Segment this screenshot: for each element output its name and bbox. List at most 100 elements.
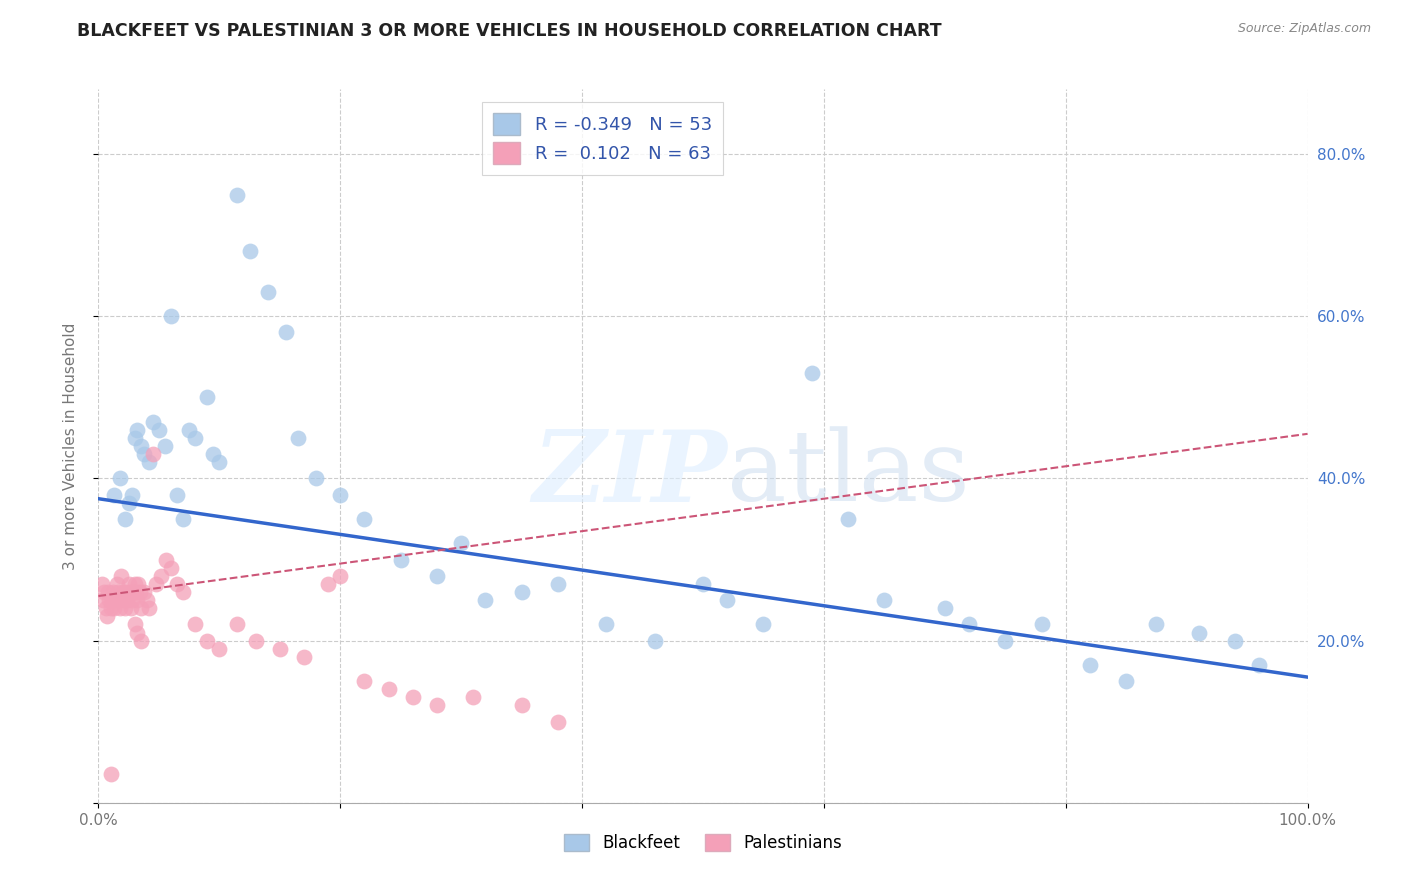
Point: [172, 512, 194, 526]
Point: [202, 447, 225, 461]
Point: [329, 488, 352, 502]
Point: [692, 577, 714, 591]
Point: [353, 512, 375, 526]
Point: [873, 593, 896, 607]
Point: [150, 568, 173, 582]
Point: [121, 488, 143, 502]
Point: [118, 577, 141, 591]
Point: [153, 439, 176, 453]
Point: [474, 593, 496, 607]
Point: [377, 682, 399, 697]
Text: ZIP: ZIP: [533, 426, 727, 523]
Point: [94, 601, 117, 615]
Point: [994, 633, 1017, 648]
Point: [547, 577, 569, 591]
Point: [134, 447, 156, 461]
Point: [114, 601, 136, 615]
Point: [256, 285, 278, 299]
Point: [115, 585, 138, 599]
Point: [128, 585, 150, 599]
Point: [117, 593, 139, 607]
Point: [118, 496, 141, 510]
Point: [104, 593, 127, 607]
Point: [108, 471, 131, 485]
Legend: Blackfeet, Palestinians: Blackfeet, Palestinians: [557, 827, 849, 859]
Point: [166, 577, 188, 591]
Point: [101, 585, 124, 599]
Point: [124, 431, 146, 445]
Point: [138, 455, 160, 469]
Point: [402, 690, 425, 705]
Point: [121, 593, 143, 607]
Point: [97, 585, 120, 599]
Point: [226, 187, 249, 202]
Point: [127, 625, 149, 640]
Point: [245, 633, 267, 648]
Point: [129, 601, 152, 615]
Point: [716, 593, 738, 607]
Point: [160, 310, 183, 324]
Point: [195, 633, 218, 648]
Point: [208, 455, 231, 469]
Point: [752, 617, 775, 632]
Point: [1115, 674, 1137, 689]
Point: [145, 577, 167, 591]
Point: [426, 568, 449, 582]
Point: [644, 633, 666, 648]
Point: [142, 447, 165, 461]
Point: [1223, 633, 1246, 648]
Point: [184, 431, 207, 445]
Point: [138, 601, 160, 615]
Point: [184, 617, 207, 632]
Text: atlas: atlas: [727, 426, 970, 523]
Point: [108, 601, 131, 615]
Point: [96, 609, 118, 624]
Point: [160, 560, 183, 574]
Point: [179, 423, 201, 437]
Point: [208, 641, 231, 656]
Point: [127, 593, 149, 607]
Point: [292, 649, 315, 664]
Text: BLACKFEET VS PALESTINIAN 3 OR MORE VEHICLES IN HOUSEHOLD CORRELATION CHART: BLACKFEET VS PALESTINIAN 3 OR MORE VEHIC…: [77, 22, 942, 40]
Point: [135, 593, 157, 607]
Point: [1249, 657, 1271, 672]
Point: [107, 585, 129, 599]
Point: [148, 423, 170, 437]
Point: [110, 568, 132, 582]
Text: Source: ZipAtlas.com: Source: ZipAtlas.com: [1237, 22, 1371, 36]
Point: [125, 585, 148, 599]
Point: [122, 585, 145, 599]
Point: [510, 698, 533, 713]
Point: [112, 593, 135, 607]
Point: [103, 488, 125, 502]
Point: [134, 585, 156, 599]
Point: [124, 577, 146, 591]
Point: [195, 390, 218, 404]
Point: [142, 415, 165, 429]
Point: [98, 593, 121, 607]
Point: [957, 617, 980, 632]
Point: [316, 577, 339, 591]
Point: [172, 585, 194, 599]
Point: [305, 471, 328, 485]
Point: [1146, 617, 1168, 632]
Point: [450, 536, 472, 550]
Point: [100, 767, 122, 781]
Point: [1078, 657, 1101, 672]
Point: [800, 366, 823, 380]
Point: [166, 488, 188, 502]
Point: [91, 577, 114, 591]
Point: [114, 512, 136, 526]
Point: [100, 601, 122, 615]
Point: [127, 577, 149, 591]
Point: [269, 641, 291, 656]
Point: [124, 617, 146, 632]
Point: [595, 617, 617, 632]
Point: [91, 593, 114, 607]
Point: [329, 568, 352, 582]
Point: [274, 326, 297, 340]
Point: [120, 601, 142, 615]
Point: [934, 601, 956, 615]
Point: [389, 552, 412, 566]
Point: [93, 585, 115, 599]
